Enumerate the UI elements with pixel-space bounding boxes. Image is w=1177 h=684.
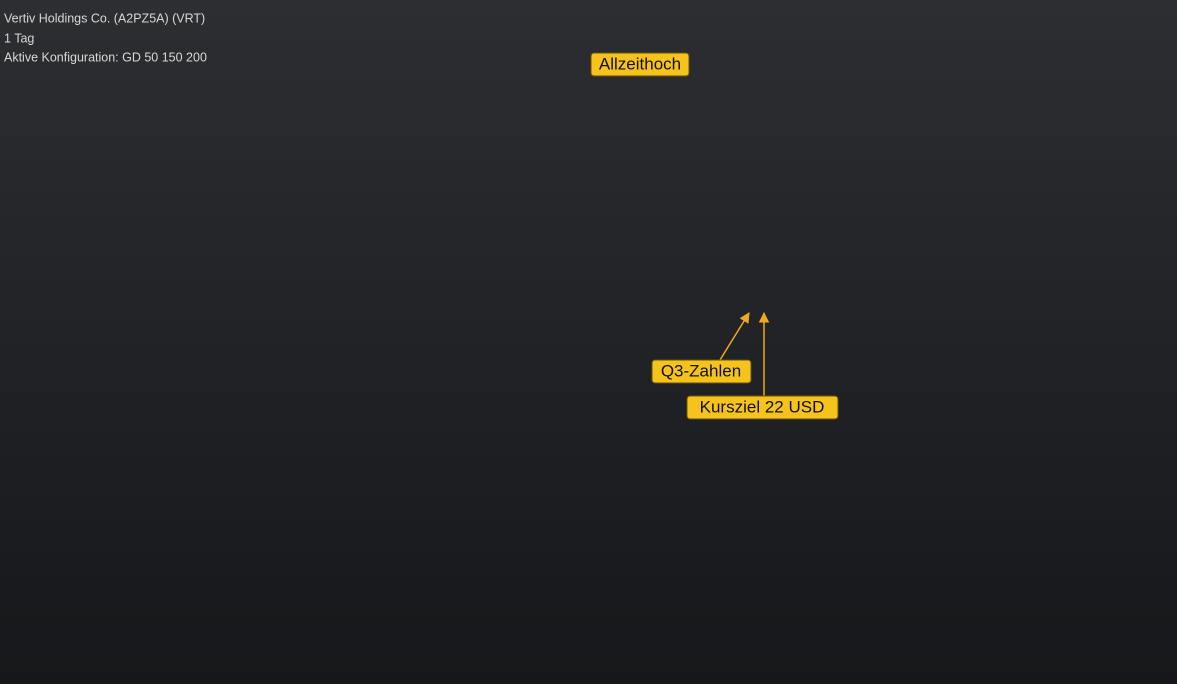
- subtitle: 1 Tag: [4, 31, 34, 45]
- annotation-box: [590, 52, 690, 77]
- annotation: Q3-Zahlen: [661, 361, 741, 380]
- annotation-box: [651, 359, 752, 384]
- annotation-box: [686, 395, 839, 420]
- title: Vertiv Holdings Co. (A2PZ5A) (VRT): [4, 11, 205, 25]
- annotation: Kursziel 22 USD: [700, 397, 825, 416]
- annotation: Allzeithoch: [599, 54, 681, 73]
- annotations: Allzeithoch Q3-Zahlen Kursziel 22 USD: [590, 52, 839, 420]
- header: Vertiv Holdings Co. (A2PZ5A) (VRT) 1 Tag…: [4, 11, 207, 64]
- arrow: [719, 312, 750, 361]
- configuration: Aktive Konfiguration: GD 50 150 200: [4, 50, 207, 64]
